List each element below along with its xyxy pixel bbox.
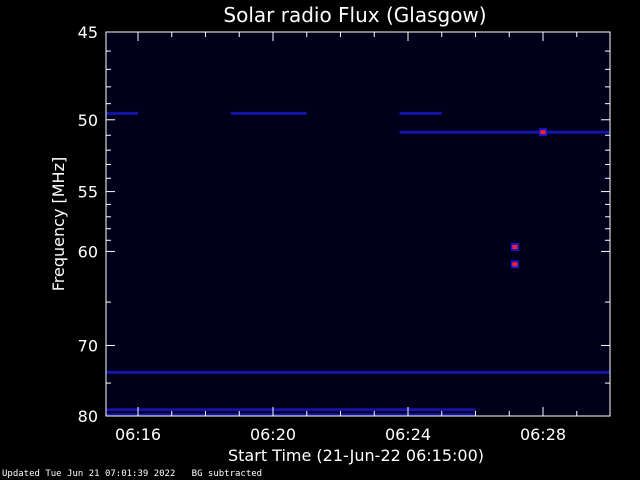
y-tick-label: 50	[78, 111, 98, 130]
plot-frame	[105, 31, 611, 417]
y-tick-label: 55	[78, 183, 98, 202]
plot-area	[106, 32, 610, 416]
footer-updated: Updated Tue Jun 21 07:01:39 2022	[2, 469, 176, 479]
heat-band-5	[106, 408, 476, 412]
y-tick-label: 80	[78, 407, 98, 426]
footer: Updated Tue Jun 21 07:01:39 2022 BG subt…	[2, 469, 262, 479]
heat-band-1	[230, 111, 307, 115]
y-tick-label: 70	[78, 336, 98, 355]
heat-band-4	[106, 370, 610, 374]
heatmap-layer	[106, 111, 610, 417]
y-tick-label: 45	[78, 23, 98, 42]
y-axis: 45 50 55 60 70 80	[78, 23, 610, 426]
heat-spot-8	[512, 245, 518, 250]
x-tick-label: 06:16	[115, 425, 161, 444]
chart-title: Solar radio Flux (Glasgow)	[223, 3, 486, 27]
heat-spot-7	[540, 130, 546, 135]
heat-spot-9	[512, 262, 518, 267]
x-tick-label: 06:20	[250, 425, 296, 444]
x-tick-label: 06:24	[385, 425, 431, 444]
heat-band-6	[106, 413, 476, 417]
heat-band-3	[399, 130, 610, 134]
footer-note: BG subtracted	[191, 469, 263, 479]
x-axis-label: Start Time (21-Jun-22 06:15:00)	[228, 446, 484, 465]
x-axis: 06:16 06:20 06:24 06:28	[115, 32, 578, 444]
y-axis-label: Frequency [MHz]	[49, 157, 68, 291]
heat-band-2	[399, 111, 442, 115]
heat-band-0	[106, 111, 138, 115]
y-tick-label: 60	[78, 242, 98, 261]
x-tick-label: 06:28	[520, 425, 566, 444]
